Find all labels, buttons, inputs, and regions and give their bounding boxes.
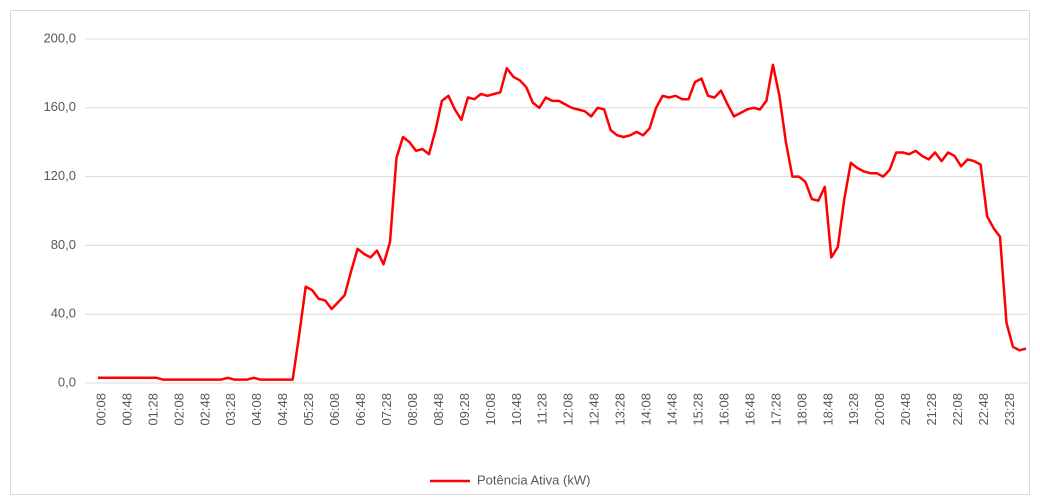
x-tick-label: 12:08 [561, 393, 576, 426]
legend-label: Potência Ativa (kW) [477, 472, 590, 487]
x-tick-label: 09:28 [457, 393, 472, 426]
x-tick-label: 02:48 [197, 393, 212, 426]
x-tick-label: 06:48 [353, 393, 368, 426]
x-tick-label: 19:28 [846, 393, 861, 426]
x-tick-label: 23:28 [1002, 393, 1017, 426]
x-tick-label: 14:48 [665, 393, 680, 426]
x-tick-label: 17:28 [768, 393, 783, 426]
x-tick-label: 02:08 [171, 393, 186, 426]
y-tick-label: 120,0 [43, 168, 76, 183]
x-tick-label: 15:28 [690, 393, 705, 426]
y-tick-label: 160,0 [43, 99, 76, 114]
x-tick-label: 04:48 [275, 393, 290, 426]
x-tick-label: 12:48 [587, 393, 602, 426]
x-tick-label: 08:08 [405, 393, 420, 426]
x-tick-label: 20:48 [898, 393, 913, 426]
x-tick-label: 00:08 [93, 393, 108, 426]
x-tick-label: 18:08 [794, 393, 809, 426]
x-tick-label: 10:08 [483, 393, 498, 426]
x-tick-label: 18:48 [820, 393, 835, 426]
x-tick-label: 08:48 [431, 393, 446, 426]
x-tick-label: 07:28 [379, 393, 394, 426]
x-tick-label: 14:08 [639, 393, 654, 426]
x-tick-label: 16:48 [742, 393, 757, 426]
x-tick-label: 16:08 [716, 393, 731, 426]
x-tick-label: 22:48 [976, 393, 991, 426]
y-tick-label: 0,0 [58, 374, 76, 389]
x-tick-label: 13:28 [613, 393, 628, 426]
x-tick-label: 00:48 [119, 393, 134, 426]
x-tick-label: 06:08 [327, 393, 342, 426]
x-tick-label: 22:08 [950, 393, 965, 426]
chart-border [10, 10, 1030, 495]
y-tick-label: 80,0 [51, 237, 76, 252]
x-tick-label: 03:28 [223, 393, 238, 426]
x-tick-label: 11:28 [535, 393, 550, 425]
series-line [98, 63, 1027, 381]
x-tick-label: 04:08 [249, 393, 264, 426]
x-tick-label: 21:28 [924, 393, 939, 426]
y-tick-label: 40,0 [51, 306, 76, 321]
x-tick-label: 01:28 [145, 393, 160, 426]
x-tick-label: 10:48 [509, 393, 524, 426]
x-tick-label: 05:28 [301, 393, 316, 426]
x-tick-label: 20:08 [872, 393, 887, 426]
y-tick-label: 200,0 [43, 30, 76, 45]
